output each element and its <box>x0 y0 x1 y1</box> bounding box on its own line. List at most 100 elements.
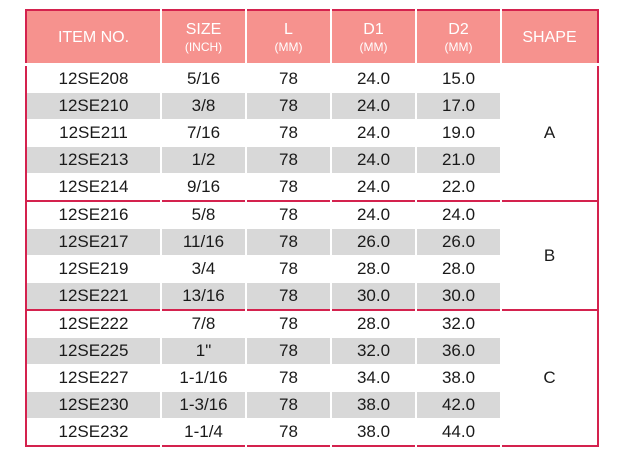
cell-d2: 26.0 <box>416 228 502 256</box>
cell-item: 12SE214 <box>26 173 162 202</box>
cell-size: 1-3/16 <box>161 391 247 419</box>
header-d2-unit: (MM) <box>444 39 473 54</box>
cell-l: 78 <box>246 337 332 365</box>
cell-item: 12SE225 <box>26 337 162 365</box>
cell-item: 12SE210 <box>26 92 162 120</box>
shape-cell: B <box>501 200 598 311</box>
cell-size: 11/16 <box>161 228 247 256</box>
header-l-label: L <box>284 20 293 38</box>
table-row: 12SE230 1-3/16 78 38.0 42.0 <box>26 391 598 419</box>
cell-size: 7/16 <box>161 119 247 147</box>
cell-size: 5/16 <box>161 64 247 93</box>
cell-l: 78 <box>246 255 332 283</box>
header-item-no: ITEM NO. <box>26 10 162 66</box>
cell-l: 78 <box>246 309 332 338</box>
cell-size: 1-1/16 <box>161 364 247 392</box>
cell-d1: 28.0 <box>331 255 417 283</box>
cell-item: 12SE222 <box>26 309 162 338</box>
cell-l: 78 <box>246 119 332 147</box>
table-header: ITEM NO. SIZE (INCH) L (MM) D1 (MM) D2 (… <box>26 10 598 66</box>
cell-l: 78 <box>246 228 332 256</box>
table-row: 12SE213 1/2 78 24.0 21.0 <box>26 146 598 174</box>
cell-d1: 26.0 <box>331 228 417 256</box>
cell-d1: 32.0 <box>331 337 417 365</box>
cell-d2: 28.0 <box>416 255 502 283</box>
cell-d2: 36.0 <box>416 337 502 365</box>
cell-d1: 28.0 <box>331 309 417 338</box>
cell-d1: 24.0 <box>331 119 417 147</box>
cell-d2: 21.0 <box>416 146 502 174</box>
cell-d2: 24.0 <box>416 200 502 229</box>
cell-l: 78 <box>246 173 332 202</box>
table-row: 12SE210 3/8 78 24.0 17.0 <box>26 92 598 120</box>
cell-d2: 22.0 <box>416 173 502 202</box>
cell-item: 12SE219 <box>26 255 162 283</box>
cell-d1: 24.0 <box>331 64 417 93</box>
cell-l: 78 <box>246 391 332 419</box>
cell-d2: 30.0 <box>416 282 502 311</box>
cell-item: 12SE221 <box>26 282 162 311</box>
cell-l: 78 <box>246 92 332 120</box>
header-d1: D1 (MM) <box>331 10 417 66</box>
cell-d2: 42.0 <box>416 391 502 419</box>
table-row: 12SE214 9/16 78 24.0 22.0 <box>26 173 598 202</box>
cell-l: 78 <box>246 200 332 229</box>
cell-d2: 17.0 <box>416 92 502 120</box>
cell-item: 12SE213 <box>26 146 162 174</box>
cell-d1: 34.0 <box>331 364 417 392</box>
header-size-label: SIZE <box>185 20 222 38</box>
header-size: SIZE (INCH) <box>161 10 247 66</box>
cell-size: 1/2 <box>161 146 247 174</box>
header-item-no-label: ITEM NO. <box>57 28 130 46</box>
cell-size: 1" <box>161 337 247 365</box>
cell-d1: 38.0 <box>331 391 417 419</box>
cell-item: 12SE227 <box>26 364 162 392</box>
header-d2-label: D2 <box>448 20 469 38</box>
header-size-unit: (INCH) <box>184 39 223 54</box>
header-shape: SHAPE <box>501 10 598 66</box>
cell-size: 9/16 <box>161 173 247 202</box>
cell-item: 12SE217 <box>26 228 162 256</box>
shape-cell: C <box>501 309 598 447</box>
cell-l: 78 <box>246 146 332 174</box>
table-row: 12SE221 13/16 78 30.0 30.0 <box>26 282 598 311</box>
table-row: 12SE216 5/8 78 24.0 24.0 B <box>26 200 598 311</box>
table-row: 12SE232 1-1/4 78 38.0 44.0 <box>26 418 598 447</box>
cell-item: 12SE208 <box>26 64 162 93</box>
cell-l: 78 <box>246 418 332 447</box>
spec-table: ITEM NO. SIZE (INCH) L (MM) D1 (MM) D2 (… <box>25 9 599 447</box>
header-d2: D2 (MM) <box>416 10 502 66</box>
cell-d1: 38.0 <box>331 418 417 447</box>
cell-d2: 32.0 <box>416 309 502 338</box>
cell-d1: 30.0 <box>331 282 417 311</box>
header-row: ITEM NO. SIZE (INCH) L (MM) D1 (MM) D2 (… <box>26 10 598 66</box>
cell-d1: 24.0 <box>331 92 417 120</box>
cell-item: 12SE211 <box>26 119 162 147</box>
cell-l: 78 <box>246 364 332 392</box>
cell-d1: 24.0 <box>331 173 417 202</box>
table-row: 12SE225 1" 78 32.0 36.0 <box>26 337 598 365</box>
header-d1-unit: (MM) <box>359 39 388 54</box>
cell-item: 12SE216 <box>26 200 162 229</box>
table-row: 12SE219 3/4 78 28.0 28.0 <box>26 255 598 283</box>
cell-d2: 19.0 <box>416 119 502 147</box>
table-row: 12SE217 11/16 78 26.0 26.0 <box>26 228 598 256</box>
cell-d1: 24.0 <box>331 146 417 174</box>
shape-cell: A <box>501 64 598 202</box>
cell-item: 12SE232 <box>26 418 162 447</box>
cell-item: 12SE230 <box>26 391 162 419</box>
table-row: 12SE208 5/16 78 24.0 15.0 A <box>26 64 598 202</box>
cell-size: 13/16 <box>161 282 247 311</box>
cell-l: 78 <box>246 64 332 93</box>
header-d1-label: D1 <box>363 20 384 38</box>
header-l-unit: (MM) <box>274 39 303 54</box>
table-body: 12SE208 5/16 78 24.0 15.0 A 12SE210 3/8 78 24.0 17… <box>26 64 598 447</box>
cell-d1: 24.0 <box>331 200 417 229</box>
header-shape-label: SHAPE <box>522 28 577 46</box>
cell-size: 1-1/4 <box>161 418 247 447</box>
cell-size: 7/8 <box>161 309 247 338</box>
cell-d2: 38.0 <box>416 364 502 392</box>
table-row: 12SE211 7/16 78 24.0 19.0 <box>26 119 598 147</box>
header-l: L (MM) <box>246 10 332 66</box>
table-row: 12SE222 7/8 78 28.0 32.0 C <box>26 309 598 447</box>
